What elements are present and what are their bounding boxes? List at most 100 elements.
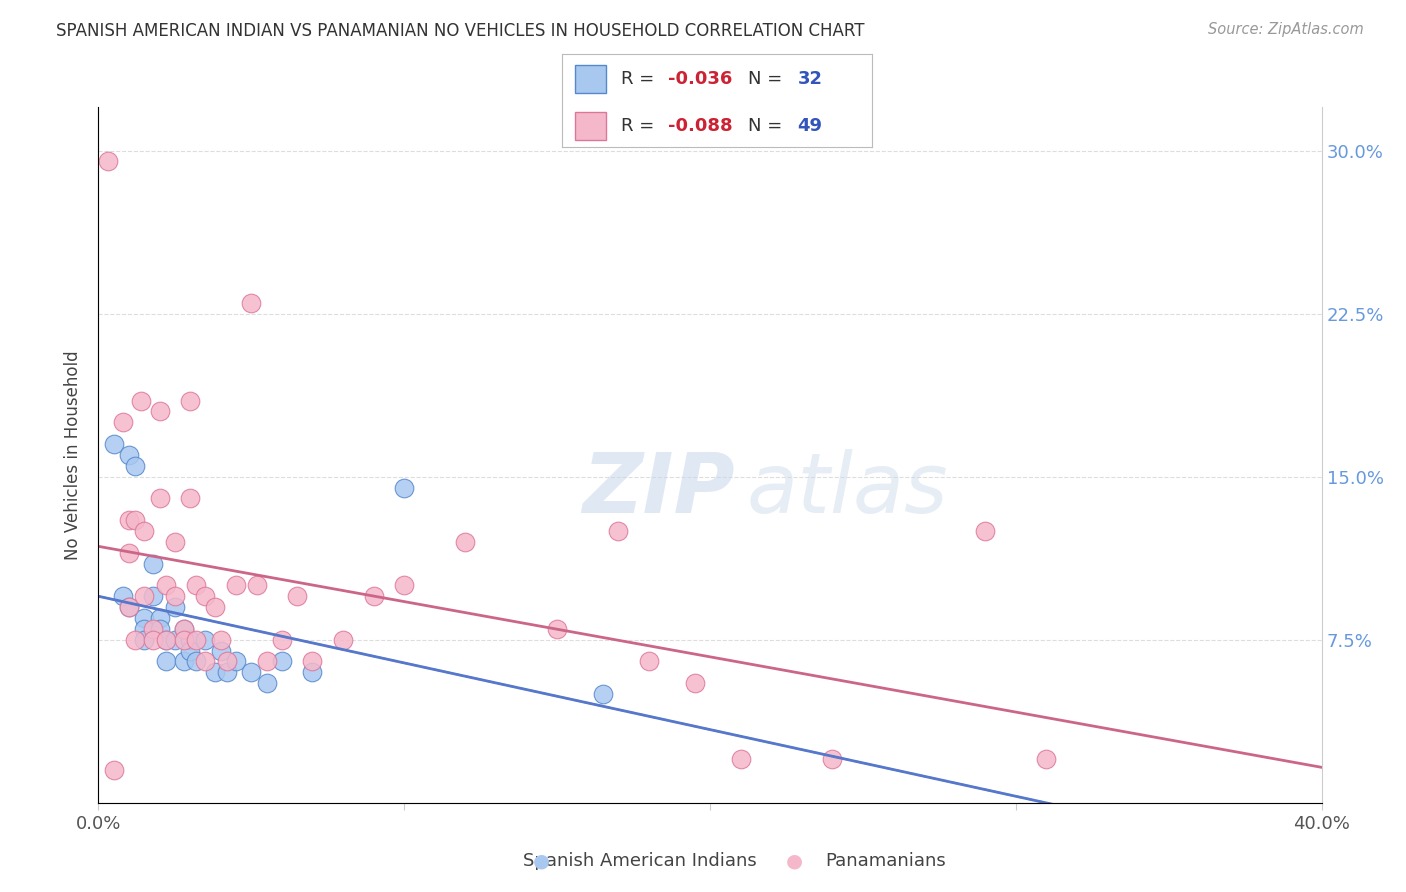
Point	[97, 154, 120, 169]
Point	[301, 655, 323, 669]
Text: -0.036: -0.036	[668, 70, 733, 87]
Point	[124, 632, 146, 647]
FancyBboxPatch shape	[575, 112, 606, 140]
Point	[118, 546, 141, 560]
Point	[118, 448, 141, 462]
Point	[129, 393, 152, 408]
Text: Spanish American Indians: Spanish American Indians	[523, 852, 756, 870]
Point	[134, 632, 156, 647]
Text: ZIP: ZIP	[582, 450, 734, 530]
Point	[186, 578, 208, 592]
Point	[215, 655, 238, 669]
Point	[103, 437, 125, 451]
Point	[194, 632, 217, 647]
Point	[392, 481, 416, 495]
Text: 49: 49	[797, 117, 823, 135]
Point	[204, 665, 226, 680]
Point	[332, 632, 354, 647]
Point	[256, 676, 278, 690]
Point	[124, 458, 146, 473]
Text: N =: N =	[748, 117, 787, 135]
Point	[118, 600, 141, 615]
Point	[256, 655, 278, 669]
Point	[194, 589, 217, 603]
Point	[285, 589, 308, 603]
Point	[179, 643, 201, 657]
Point	[163, 535, 186, 549]
Point	[186, 655, 208, 669]
Text: R =: R =	[621, 117, 661, 135]
Point	[730, 752, 752, 766]
Point	[111, 589, 134, 603]
Point	[142, 632, 165, 647]
Point	[204, 600, 226, 615]
Point	[186, 632, 208, 647]
Text: atlas: atlas	[747, 450, 949, 530]
Y-axis label: No Vehicles in Household: No Vehicles in Household	[65, 350, 83, 560]
Point	[637, 655, 661, 669]
Point	[592, 687, 614, 701]
Point	[194, 655, 217, 669]
Point	[392, 578, 416, 592]
Point	[173, 622, 195, 636]
Text: R =: R =	[621, 70, 661, 87]
Point	[209, 643, 232, 657]
Point	[134, 611, 156, 625]
Point	[134, 589, 156, 603]
Point	[118, 600, 141, 615]
Text: ●: ●	[533, 851, 550, 871]
Point	[546, 622, 568, 636]
Point	[155, 632, 177, 647]
Point	[173, 622, 195, 636]
Point	[301, 665, 323, 680]
Point	[134, 622, 156, 636]
Point	[142, 557, 165, 571]
Point	[246, 578, 269, 592]
Point	[134, 524, 156, 538]
Point	[155, 578, 177, 592]
Point	[270, 655, 292, 669]
Point	[142, 589, 165, 603]
Point	[225, 655, 247, 669]
Point	[173, 632, 195, 647]
Point	[149, 622, 172, 636]
Point	[142, 622, 165, 636]
Point	[607, 524, 630, 538]
Point	[821, 752, 844, 766]
Point	[240, 665, 263, 680]
Point	[683, 676, 706, 690]
Point	[240, 295, 263, 310]
Text: Panamanians: Panamanians	[825, 852, 946, 870]
Point	[454, 535, 477, 549]
Point	[163, 632, 186, 647]
Text: Source: ZipAtlas.com: Source: ZipAtlas.com	[1208, 22, 1364, 37]
Text: SPANISH AMERICAN INDIAN VS PANAMANIAN NO VEHICLES IN HOUSEHOLD CORRELATION CHART: SPANISH AMERICAN INDIAN VS PANAMANIAN NO…	[56, 22, 865, 40]
Point	[179, 393, 201, 408]
Text: N =: N =	[748, 70, 787, 87]
FancyBboxPatch shape	[575, 65, 606, 93]
Point	[163, 600, 186, 615]
Point	[1035, 752, 1057, 766]
Point	[118, 513, 141, 527]
Point	[179, 632, 201, 647]
Point	[363, 589, 385, 603]
Point	[103, 763, 125, 777]
Point	[215, 665, 238, 680]
Point	[111, 415, 134, 429]
Point	[149, 404, 172, 418]
Point	[209, 632, 232, 647]
Point	[149, 491, 172, 506]
Point	[155, 655, 177, 669]
Point	[163, 589, 186, 603]
Point	[225, 578, 247, 592]
Point	[974, 524, 997, 538]
Text: -0.088: -0.088	[668, 117, 733, 135]
Point	[179, 491, 201, 506]
Point	[124, 513, 146, 527]
Point	[149, 611, 172, 625]
Point	[155, 632, 177, 647]
Text: ●: ●	[786, 851, 803, 871]
Text: 32: 32	[797, 70, 823, 87]
Point	[173, 655, 195, 669]
Point	[270, 632, 292, 647]
